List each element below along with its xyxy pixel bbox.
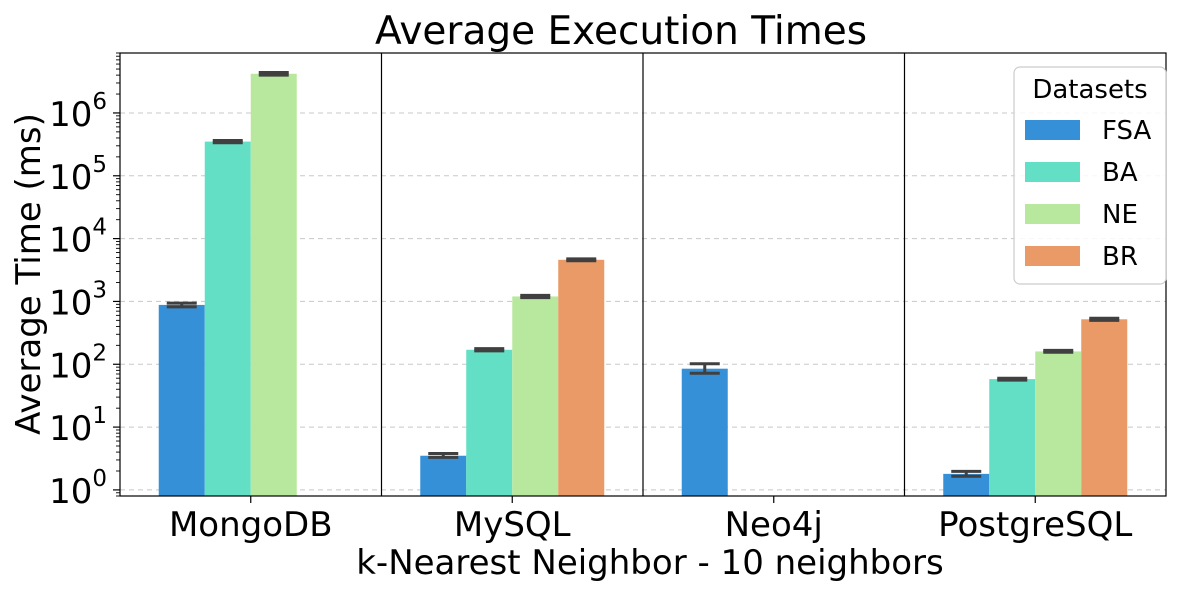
bar (681, 368, 728, 496)
legend-swatch (1025, 120, 1080, 140)
bar (204, 141, 251, 496)
x-axis-ticks: MongoDB MySQL Neo4j PostgreSQL (169, 496, 1132, 545)
y-axis-label: Average Time (ms) (9, 113, 49, 435)
bar (158, 304, 205, 496)
bar (512, 296, 559, 496)
y-tick-label: 100 (49, 466, 107, 512)
y-tick-label: 102 (49, 340, 107, 386)
bar (989, 379, 1036, 496)
error-bars (166, 71, 1120, 478)
legend-title: Datasets (1032, 75, 1147, 105)
group-separators (380, 53, 906, 496)
bar (420, 455, 467, 496)
bar (1081, 319, 1128, 496)
x-tick-label: PostgreSQL (938, 505, 1132, 545)
bar (466, 349, 513, 496)
legend-swatch (1025, 204, 1080, 224)
chart-title: Average Execution Times (375, 9, 867, 54)
legend-label: NE (1102, 200, 1138, 230)
y-tick-label: 105 (49, 152, 107, 198)
bar (1035, 351, 1082, 496)
legend-swatch (1025, 162, 1080, 182)
legend-label: BR (1102, 242, 1138, 272)
legend-swatch (1025, 246, 1080, 266)
bar (558, 259, 605, 496)
y-tick-label: 106 (49, 89, 107, 135)
bars (158, 73, 1128, 497)
x-tick-label: MySQL (454, 505, 571, 545)
legend-label: BA (1102, 158, 1138, 188)
x-tick-label: Neo4j (725, 505, 823, 545)
y-tick-label: 103 (49, 277, 107, 323)
bar (250, 73, 297, 497)
x-tick-label: MongoDB (169, 505, 333, 545)
y-tick-label: 101 (49, 403, 107, 449)
legend: Datasets FSA BA NE BR (1013, 66, 1167, 285)
y-tick-label: 104 (49, 215, 107, 261)
x-axis-label: k-Nearest Neighbor - 10 neighbors (356, 543, 944, 583)
legend-label: FSA (1102, 116, 1151, 146)
bar (943, 473, 990, 496)
y-axis-ticks: 100 101 102 103 104 105 106 (49, 52, 120, 512)
